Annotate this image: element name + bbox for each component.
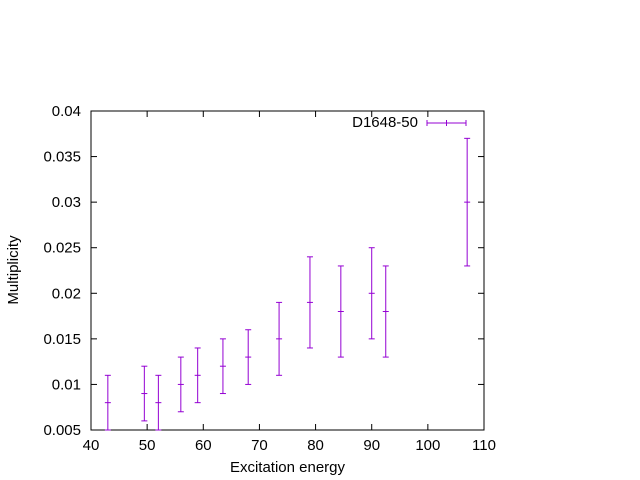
y-tick-label: 0.01 (52, 376, 81, 393)
data-point (368, 247, 375, 340)
data-points (104, 137, 471, 431)
x-tick-label: 70 (251, 437, 268, 454)
x-axis-label: Excitation energy (230, 459, 346, 476)
x-tick-label: 80 (307, 437, 324, 454)
y-tick-label: 0.02 (52, 285, 81, 302)
data-point (177, 356, 184, 413)
y-tick-labels: 0.005 0.01 0.015 0.02 0.025 0.03 0.035 0.04 (43, 103, 81, 439)
x-tick-label: 40 (83, 437, 100, 454)
y-tick-label: 0.03 (52, 194, 81, 211)
y-tick-label: 0.04 (52, 103, 81, 120)
y-tick-label: 0.005 (43, 422, 81, 439)
x-tick-label: 50 (139, 437, 156, 454)
data-point (382, 265, 389, 358)
data-point (141, 365, 148, 422)
data-point (464, 137, 471, 267)
data-point (104, 374, 111, 431)
x-tick-labels: 40 50 60 70 80 90 100 110 (83, 437, 496, 454)
axis-ticks (90, 110, 485, 431)
x-tick-label: 110 (472, 437, 496, 454)
data-point (219, 338, 226, 395)
x-tick-label: 90 (363, 437, 380, 454)
y-tick-label: 0.035 (43, 149, 81, 166)
legend-sample (426, 120, 467, 126)
x-tick-label: 60 (195, 437, 212, 454)
data-point (155, 374, 162, 431)
y-tick-label: 0.015 (43, 331, 81, 348)
plot-frame (90, 110, 485, 431)
y-axis-label: Multiplicity (5, 235, 22, 305)
legend-label: D1648-50 (352, 114, 418, 131)
data-point (306, 256, 313, 349)
y-tick-label: 0.025 (43, 240, 81, 257)
data-point (194, 347, 201, 404)
data-point (337, 265, 344, 358)
data-point (245, 329, 252, 385)
x-tick-label: 100 (415, 437, 440, 454)
legend: D1648-50 (352, 114, 467, 131)
data-point (276, 301, 283, 376)
